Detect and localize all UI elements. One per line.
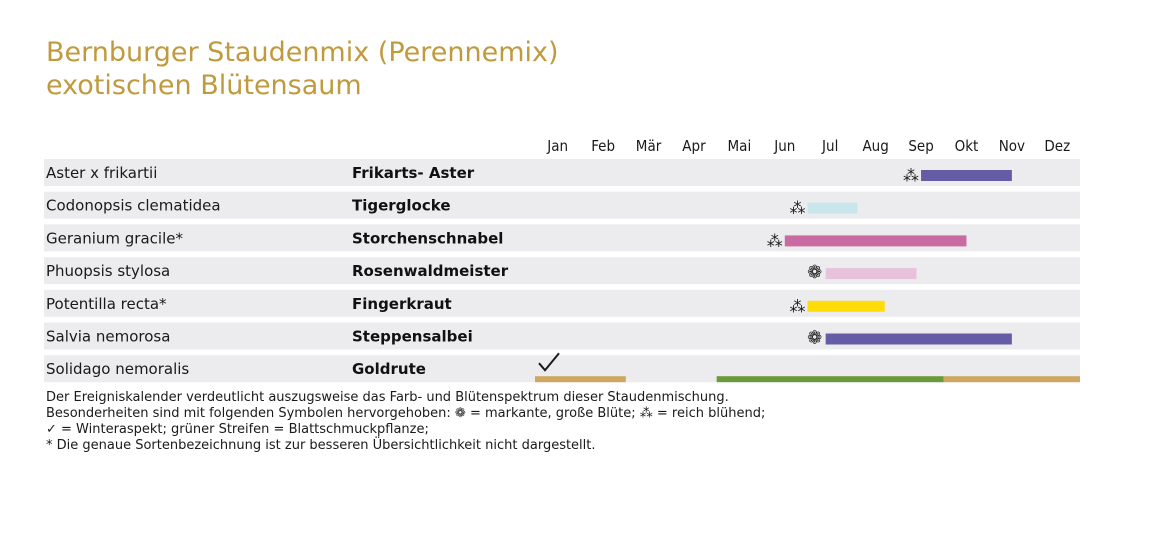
- bloom-bar-2: [943, 376, 1080, 383]
- german-name: Rosenwaldmeister: [352, 262, 509, 280]
- latin-name: Phuopsis stylosa: [46, 262, 170, 280]
- german-name: Goldrute: [352, 360, 426, 378]
- legend-notes: Der Ereigniskalender verdeutlicht auszug…: [46, 390, 765, 454]
- abundant-bloom-icon: ⁂: [903, 166, 919, 185]
- checkmark-icon: [538, 352, 560, 372]
- latin-name: Salvia nemorosa: [46, 328, 170, 346]
- abundant-bloom-icon: ⁂: [767, 231, 783, 250]
- plant-rows: Aster x frikartii Frikarts- Aster ⁂Codonop…: [44, 159, 1080, 383]
- note-line-2: Besonderheiten sind mit folgenden Symbol…: [46, 406, 766, 421]
- plant-row-4: Potentilla recta* Fingerkraut ⁂: [44, 289, 1080, 317]
- plant-row-2: Geranium gracile* Storchenschnabel ⁂: [44, 224, 1080, 252]
- chart-title-line1: Bernburger Staudenmix (Perennemix): [46, 37, 559, 68]
- month-label-3: Apr: [682, 137, 706, 155]
- month-label-9: Okt: [955, 137, 979, 155]
- month-label-1: Feb: [591, 137, 615, 155]
- latin-name: Aster x frikartii: [46, 164, 157, 182]
- month-label-7: Aug: [862, 137, 888, 155]
- row-background: [44, 289, 1080, 317]
- plant-row-5: Salvia nemorosa Steppensalbei ❁: [44, 322, 1080, 350]
- bloom-bar-0: [825, 268, 917, 280]
- month-label-2: Mär: [636, 137, 662, 155]
- month-label-4: Mai: [728, 137, 752, 155]
- plant-row-0: Aster x frikartii Frikarts- Aster ⁂: [44, 159, 1080, 186]
- month-axis: Jan Feb Mär Apr Mai Jun Jul Aug Sep Okt Nov Dez: [546, 137, 1070, 155]
- bloom-bar-0: [825, 333, 1012, 345]
- german-name: Tigerglocke: [352, 197, 451, 215]
- month-label-0: Jan: [546, 137, 568, 155]
- month-label-10: Nov: [999, 137, 1025, 155]
- abundant-bloom-icon: ⁂: [790, 199, 806, 218]
- chart-title: Bernburger Staudenmix (Perennemix) exoti…: [46, 36, 559, 102]
- bloom-bar-0: [784, 235, 967, 247]
- bloom-bar-1: [716, 376, 944, 383]
- bloom-bar-0: [807, 202, 858, 214]
- note-line-1: Der Ereigniskalender verdeutlicht auszug…: [46, 390, 729, 405]
- plant-row-3: Phuopsis stylosa Rosenwaldmeister ❁: [44, 257, 1080, 285]
- german-name: Steppensalbei: [352, 328, 473, 346]
- month-label-5: Jun: [773, 137, 795, 155]
- large-flower-icon: ❁: [807, 328, 822, 349]
- latin-name: Solidago nemoralis: [46, 360, 189, 378]
- plant-row-1: Codonopsis clematidea Tigerglocke ⁂: [44, 191, 1080, 219]
- note-line-4: * Die genaue Sortenbezeichnung ist zur b…: [46, 438, 596, 453]
- german-name: Storchenschnabel: [352, 229, 503, 247]
- large-flower-icon: ❁: [807, 262, 822, 283]
- bloom-bar-0: [535, 376, 626, 383]
- latin-name: Potentilla recta*: [46, 295, 167, 313]
- german-name: Frikarts- Aster: [352, 164, 475, 182]
- chart-title-line2: exotischen Blütensaum: [46, 70, 362, 101]
- month-label-8: Sep: [908, 137, 933, 155]
- latin-name: Codonopsis clematidea: [46, 197, 221, 215]
- month-label-6: Jul: [821, 137, 838, 155]
- abundant-bloom-icon: ⁂: [790, 297, 806, 316]
- bloom-bar-0: [807, 300, 885, 312]
- latin-name: Geranium gracile*: [46, 229, 183, 247]
- month-label-11: Dez: [1044, 137, 1070, 155]
- plant-row-6: Solidago nemoralis Goldrute: [44, 352, 1080, 383]
- german-name: Fingerkraut: [352, 295, 452, 313]
- row-background: [44, 159, 1080, 186]
- row-background: [44, 257, 1080, 285]
- bloom-bar-0: [921, 170, 1012, 181]
- note-line-3: ✓ = Winteraspekt; grüner Streifen = Blat…: [46, 422, 429, 437]
- row-background: [44, 191, 1080, 219]
